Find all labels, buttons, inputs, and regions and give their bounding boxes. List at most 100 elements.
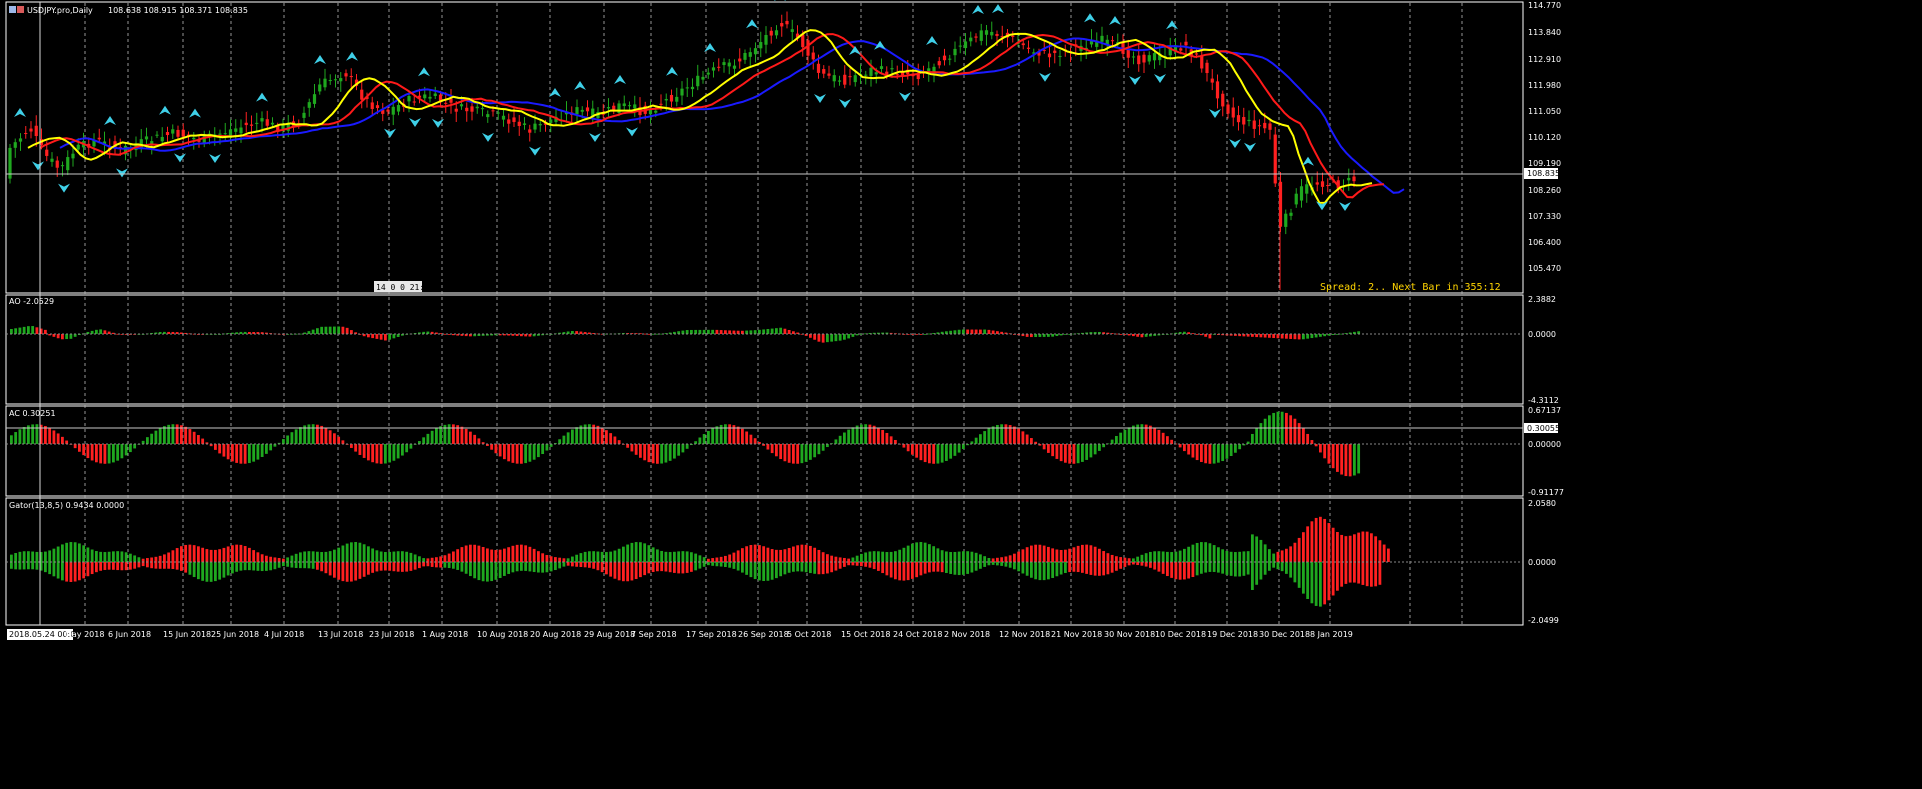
- fractal-up-icon: [849, 46, 861, 55]
- gator-upper-bar: [983, 556, 987, 562]
- gator-upper-bar: [1059, 549, 1063, 562]
- gator-upper-bar: [741, 548, 744, 562]
- gator-upper-bar: [796, 545, 800, 562]
- time-label: 17 Sep 2018: [686, 630, 737, 639]
- gator-lower-bar: [1149, 562, 1152, 568]
- ac-pane[interactable]: [5, 405, 1524, 497]
- gator-upper-bar: [715, 557, 719, 562]
- candle-body: [1047, 53, 1052, 58]
- gator-lower-bar: [290, 562, 294, 568]
- histogram-bar: [1246, 441, 1250, 444]
- histogram-bar: [809, 444, 812, 460]
- histogram-bar: [847, 429, 851, 444]
- ac-level: 0.00000: [1528, 440, 1561, 449]
- ao-pane[interactable]: [5, 294, 1524, 405]
- histogram-bar: [231, 444, 234, 462]
- histogram-bar: [311, 329, 315, 334]
- gator-upper-bar: [1157, 551, 1161, 562]
- gator-upper-bar: [549, 556, 553, 562]
- histogram-bar: [350, 330, 353, 334]
- histogram-bar: [932, 444, 936, 464]
- gator-lower-bar: [936, 562, 940, 572]
- gator-lower-bar: [78, 562, 81, 581]
- histogram-bar: [1242, 444, 1246, 446]
- candle-body: [1179, 48, 1183, 51]
- fractal-up-icon: [314, 55, 326, 64]
- histogram-bar: [112, 444, 115, 463]
- gator-lower-bar: [979, 562, 982, 569]
- histogram-bar: [541, 334, 545, 336]
- gator-lower-bar: [770, 562, 774, 580]
- gator-upper-bar: [702, 557, 706, 562]
- histogram-bar: [73, 334, 77, 337]
- histogram-bar: [855, 425, 859, 444]
- histogram-bar: [158, 428, 162, 444]
- gator-upper-bar: [1259, 539, 1263, 562]
- time-axis[interactable]: 2018.05.24 00:00 May 2018 6 Jun 2018 15 Ju…: [7, 629, 1353, 640]
- fractal-down-icon: [58, 183, 70, 193]
- gator-upper-bar: [579, 553, 583, 562]
- gator-lower-bar: [328, 562, 332, 576]
- gator-upper-bar: [1068, 548, 1072, 562]
- gator-upper-bar: [248, 547, 251, 562]
- gator-upper-bar: [1089, 545, 1093, 562]
- candle-body: [974, 36, 978, 38]
- gator-upper-bar: [222, 547, 226, 562]
- main-pane[interactable]: [5, 1, 1524, 294]
- gator-lower-bar: [1200, 562, 1203, 574]
- candle-body: [869, 67, 873, 76]
- gator-lower-bar: [1140, 562, 1144, 566]
- time-marker-box: 14 0 0 21:30: [374, 281, 434, 292]
- candle-body: [1131, 56, 1136, 58]
- histogram-bar: [73, 444, 77, 449]
- histogram-bar: [464, 334, 468, 337]
- price-level: 111.050: [1528, 107, 1561, 116]
- gator-lower-bar: [843, 562, 846, 567]
- gator-upper-bar: [804, 544, 808, 562]
- histogram-bar: [847, 334, 851, 339]
- histogram-bar: [218, 444, 222, 454]
- candle-body: [491, 110, 495, 112]
- candle-body: [165, 132, 170, 136]
- trading-chart[interactable]: USDJPY.pro,Daily 108.638 108.915 108.371…: [0, 0, 1568, 644]
- gator-lower-bar: [596, 562, 600, 571]
- candle-body: [260, 118, 264, 122]
- ao-level: -4.3112: [1528, 396, 1559, 405]
- gator-lower-bar: [1289, 562, 1293, 578]
- histogram-bar: [643, 444, 647, 461]
- histogram-bar: [953, 444, 957, 456]
- histogram-bar: [18, 429, 22, 444]
- candle-body: [71, 153, 75, 159]
- gator-upper-bar: [877, 551, 880, 562]
- gator-upper-bar: [1034, 544, 1038, 562]
- fractal-up-icon: [1166, 20, 1178, 30]
- histogram-bar: [690, 444, 693, 446]
- histogram-bar: [656, 333, 659, 335]
- histogram-bar: [800, 444, 804, 464]
- gator-lower-bar: [702, 562, 706, 567]
- gator-upper-bar: [133, 555, 137, 562]
- histogram-bar: [507, 334, 511, 336]
- histogram-bar: [486, 444, 489, 446]
- histogram-bar: [418, 441, 421, 444]
- histogram-bar: [337, 436, 341, 444]
- price-axis[interactable]: 114.770 113.840 112.910 111.980 111.050 …: [1524, 1, 1561, 273]
- candle-body: [66, 157, 70, 171]
- gator-lower-bar: [324, 562, 328, 574]
- gator-lower-bar: [554, 562, 557, 571]
- gator-upper-bar: [592, 551, 596, 562]
- histogram-bar: [226, 444, 230, 460]
- histogram-bar: [171, 424, 175, 444]
- candle-body: [1263, 122, 1267, 129]
- gator-lower-bar: [651, 562, 655, 572]
- histogram-bar: [112, 332, 115, 334]
- fractal-up-icon: [926, 36, 938, 45]
- gator-lower-bar: [1153, 562, 1157, 570]
- gator-upper-bar: [1225, 550, 1229, 562]
- window-icon[interactable]: [9, 6, 16, 13]
- gator-upper-bar: [1055, 549, 1059, 562]
- histogram-bar: [991, 330, 995, 334]
- histogram-bar: [452, 334, 455, 336]
- candle-body: [386, 109, 390, 112]
- histogram-bar: [388, 334, 392, 340]
